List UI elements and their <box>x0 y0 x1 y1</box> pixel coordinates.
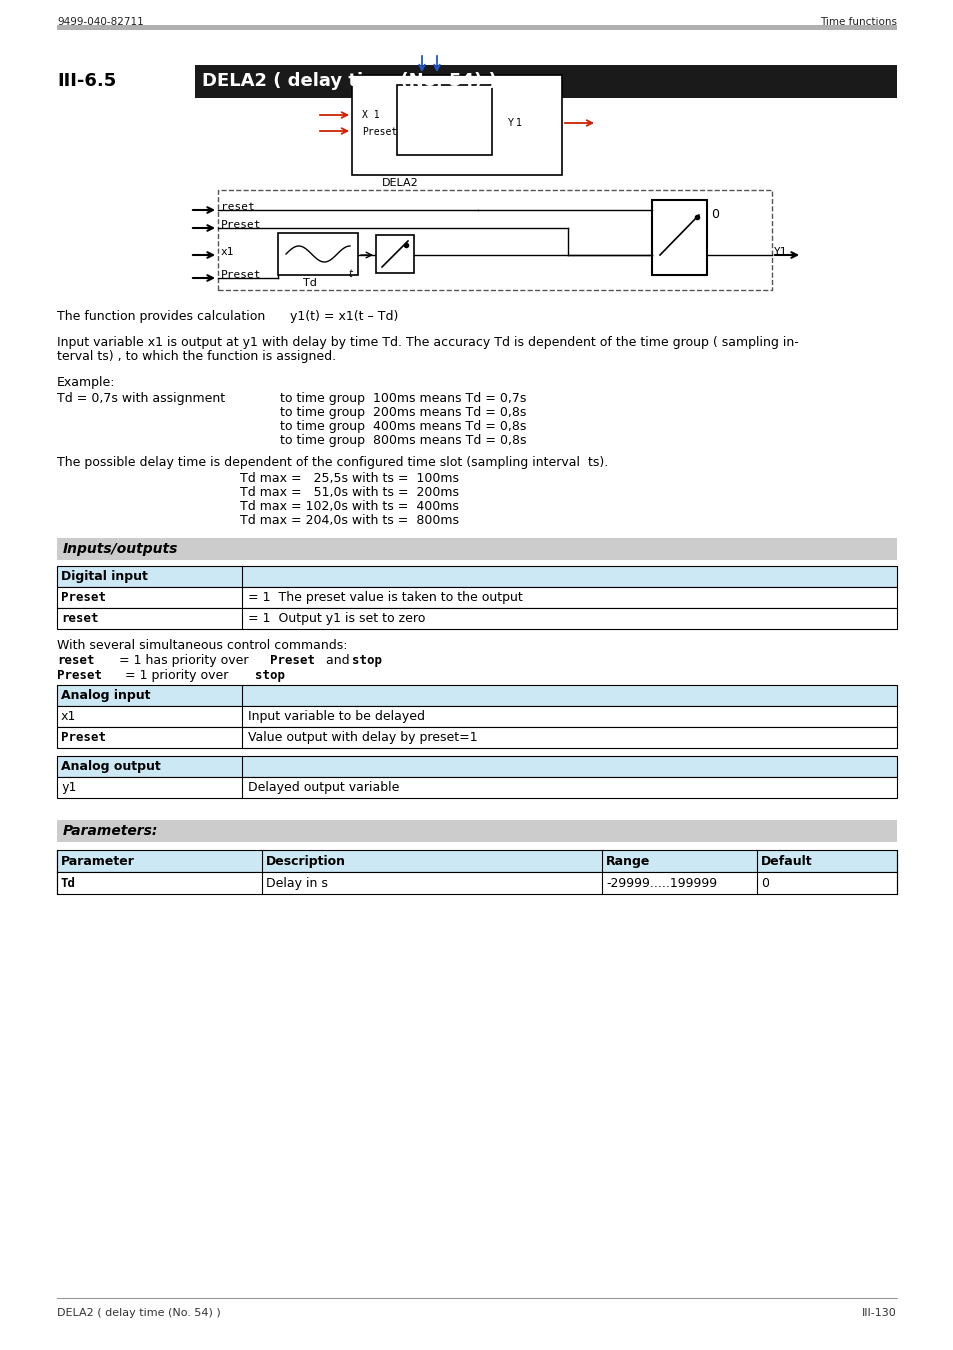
Text: Td: Td <box>303 278 316 288</box>
Text: Input variable x1 is output at y1 with delay by time Td. The accuracy Td is depe: Input variable x1 is output at y1 with d… <box>57 336 798 350</box>
Text: The function provides calculation: The function provides calculation <box>57 310 265 323</box>
Text: terval ts) , to which the function is assigned.: terval ts) , to which the function is as… <box>57 350 335 363</box>
Bar <box>57 756 896 778</box>
Bar <box>194 65 896 99</box>
Bar <box>57 539 896 560</box>
Text: = 1  Output y1 is set to zero: = 1 Output y1 is set to zero <box>248 612 425 625</box>
Text: y1(t) = x1(t – Td): y1(t) = x1(t – Td) <box>290 310 398 323</box>
Text: Example:: Example: <box>57 377 115 389</box>
Text: DELA2 ( delay time (No. 54) ): DELA2 ( delay time (No. 54) ) <box>57 1308 220 1318</box>
Text: x1: x1 <box>61 710 76 724</box>
Text: Td = 0,7s with assignment: Td = 0,7s with assignment <box>57 392 225 405</box>
Text: Preset: Preset <box>57 670 102 682</box>
Bar <box>57 566 896 587</box>
Text: The possible delay time is dependent of the configured time slot (sampling inter: The possible delay time is dependent of … <box>57 456 608 468</box>
Bar <box>396 85 492 155</box>
Bar <box>57 819 896 842</box>
Text: Preset: Preset <box>221 220 261 230</box>
Text: stop: stop <box>352 653 381 667</box>
Text: 9499-040-82711: 9499-040-82711 <box>57 18 144 27</box>
Bar <box>218 190 771 290</box>
Text: Digital input: Digital input <box>61 570 148 583</box>
Text: Inputs/outputs: Inputs/outputs <box>63 541 178 556</box>
Text: Preset: Preset <box>221 270 261 279</box>
Text: DELA2: DELA2 <box>381 178 418 188</box>
Bar <box>375 235 414 273</box>
Bar <box>57 684 896 706</box>
Bar <box>57 587 896 608</box>
Text: t: t <box>348 269 352 279</box>
Text: stop: stop <box>254 670 285 682</box>
Text: Preset: Preset <box>61 591 106 603</box>
Text: Td: Td <box>61 878 76 890</box>
Text: Preset: Preset <box>61 730 106 744</box>
Text: Preset: Preset <box>361 127 396 136</box>
Text: Td max =   25,5s with ts =  100ms: Td max = 25,5s with ts = 100ms <box>240 472 458 485</box>
Text: Td max = 204,0s with ts =  800ms: Td max = 204,0s with ts = 800ms <box>240 514 458 526</box>
Bar <box>57 850 896 872</box>
Bar <box>57 778 896 798</box>
Bar <box>57 706 896 728</box>
Text: 0: 0 <box>760 878 768 890</box>
Text: -29999.....199999: -29999.....199999 <box>605 878 717 890</box>
Text: Time functions: Time functions <box>820 18 896 27</box>
Text: Delayed output variable: Delayed output variable <box>248 782 399 794</box>
Text: Description: Description <box>266 855 346 868</box>
Text: Parameter: Parameter <box>61 855 134 868</box>
Text: to time group  800ms means Td = 0,8s: to time group 800ms means Td = 0,8s <box>280 433 526 447</box>
Text: DELA2 ( delay time (No. 54) ): DELA2 ( delay time (No. 54) ) <box>202 72 497 90</box>
Text: = 1 priority over: = 1 priority over <box>117 670 233 682</box>
Text: and: and <box>322 653 354 667</box>
Bar <box>57 26 896 30</box>
Text: to time group  100ms means Td = 0,7s: to time group 100ms means Td = 0,7s <box>280 392 526 405</box>
Bar <box>57 608 896 629</box>
Text: Delay in s: Delay in s <box>266 878 328 890</box>
Text: Analog output: Analog output <box>61 760 161 774</box>
Text: y1: y1 <box>61 782 76 794</box>
Text: reset: reset <box>221 202 254 212</box>
Text: Parameters:: Parameters: <box>63 824 158 838</box>
Text: to time group  400ms means Td = 0,8s: to time group 400ms means Td = 0,8s <box>280 420 526 433</box>
Text: x1: x1 <box>221 247 234 256</box>
Text: III-130: III-130 <box>862 1308 896 1318</box>
Text: Td max =   51,0s with ts =  200ms: Td max = 51,0s with ts = 200ms <box>240 486 458 500</box>
Text: III-6.5: III-6.5 <box>57 72 116 90</box>
Text: Default: Default <box>760 855 812 868</box>
Bar <box>651 200 706 275</box>
Text: 0: 0 <box>710 208 719 221</box>
Text: X 1: X 1 <box>361 109 379 120</box>
Text: Td max = 102,0s with ts =  400ms: Td max = 102,0s with ts = 400ms <box>240 500 458 513</box>
Text: = 1 has priority over: = 1 has priority over <box>107 653 253 667</box>
Text: reset: reset <box>61 612 98 625</box>
Bar <box>352 76 561 176</box>
Text: Preset: Preset <box>270 653 314 667</box>
Text: Y1: Y1 <box>773 247 786 256</box>
Text: to time group  200ms means Td = 0,8s: to time group 200ms means Td = 0,8s <box>280 406 526 418</box>
Text: reset: reset <box>57 653 94 667</box>
Text: Input variable to be delayed: Input variable to be delayed <box>248 710 424 724</box>
Text: Range: Range <box>605 855 650 868</box>
Bar <box>57 728 896 748</box>
Text: With several simultaneous control commands:: With several simultaneous control comman… <box>57 639 347 652</box>
Text: Y 1: Y 1 <box>506 117 521 128</box>
Text: Analog input: Analog input <box>61 688 151 702</box>
Text: Value output with delay by preset=1: Value output with delay by preset=1 <box>248 730 477 744</box>
Bar <box>57 872 896 894</box>
Bar <box>277 234 357 275</box>
Text: = 1  The preset value is taken to the output: = 1 The preset value is taken to the out… <box>248 591 522 603</box>
